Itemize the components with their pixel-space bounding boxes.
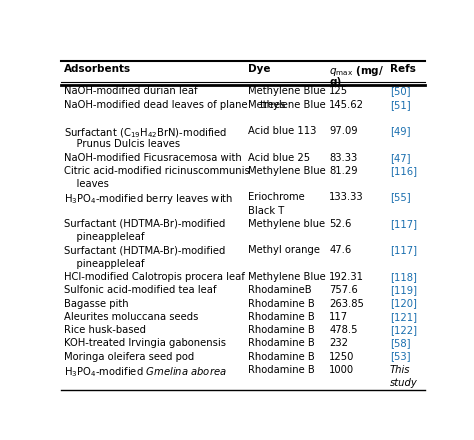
Text: 757.6: 757.6 — [329, 285, 358, 295]
Text: Surfactant (HDTMA-Br)-modified: Surfactant (HDTMA-Br)-modified — [64, 219, 225, 229]
Text: Rhodamine B: Rhodamine B — [248, 352, 315, 362]
Text: HCl-modified Calotropis procera leaf: HCl-modified Calotropis procera leaf — [64, 272, 245, 282]
Text: 47.6: 47.6 — [329, 246, 352, 256]
Text: Rhodamine B: Rhodamine B — [248, 338, 315, 348]
Text: 81.29: 81.29 — [329, 166, 358, 176]
Text: 133.33: 133.33 — [329, 192, 364, 202]
Text: Methylene Blue: Methylene Blue — [248, 100, 326, 110]
Text: 478.5: 478.5 — [329, 325, 358, 335]
Text: Acid blue 113: Acid blue 113 — [248, 126, 317, 136]
Text: 1000: 1000 — [329, 365, 355, 375]
Text: Rhodamine B: Rhodamine B — [248, 312, 315, 322]
Text: Black T: Black T — [248, 206, 285, 216]
Text: Methylene Blue: Methylene Blue — [248, 272, 326, 282]
Text: pineappleleaf: pineappleleaf — [64, 232, 144, 242]
Text: [116]: [116] — [390, 166, 417, 176]
Text: 1250: 1250 — [329, 352, 355, 362]
Text: [50]: [50] — [390, 87, 410, 96]
Text: Sulfonic acid-modified tea leaf: Sulfonic acid-modified tea leaf — [64, 285, 216, 295]
Text: [117]: [117] — [390, 219, 417, 229]
Text: 117: 117 — [329, 312, 348, 322]
Text: [122]: [122] — [390, 325, 417, 335]
Text: NaOH-modified dead leaves of plane    trees: NaOH-modified dead leaves of plane trees — [64, 100, 285, 110]
Text: [58]: [58] — [390, 338, 410, 348]
Text: RhodamineB: RhodamineB — [248, 285, 312, 295]
Text: This: This — [390, 365, 410, 375]
Text: [47]: [47] — [390, 153, 410, 163]
Text: Methylene Blue: Methylene Blue — [248, 87, 326, 96]
Text: Methyl orange: Methyl orange — [248, 246, 320, 256]
Text: [51]: [51] — [390, 100, 410, 110]
Text: [55]: [55] — [390, 192, 410, 202]
Text: leaves: leaves — [64, 179, 109, 189]
Text: 145.62: 145.62 — [329, 100, 364, 110]
Text: 125: 125 — [329, 87, 348, 96]
Text: Rice husk-based: Rice husk-based — [64, 325, 146, 335]
Text: H$_{3}$PO$_{4}$-modified berry leaves with: H$_{3}$PO$_{4}$-modified berry leaves wi… — [64, 192, 233, 206]
Text: 52.6: 52.6 — [329, 219, 352, 229]
Text: Methylene Blue: Methylene Blue — [248, 166, 326, 176]
Text: [120]: [120] — [390, 298, 417, 308]
Text: [118]: [118] — [390, 272, 417, 282]
Text: g): g) — [329, 77, 341, 87]
Text: Rhodamine B: Rhodamine B — [248, 325, 315, 335]
Text: Rhodamine B: Rhodamine B — [248, 298, 315, 308]
Text: 192.31: 192.31 — [329, 272, 364, 282]
Text: $q_{\mathrm{max}}$ (mg/: $q_{\mathrm{max}}$ (mg/ — [329, 64, 384, 78]
Text: Refs: Refs — [390, 64, 416, 74]
Text: Adsorbents: Adsorbents — [64, 64, 131, 74]
Text: 232: 232 — [329, 338, 348, 348]
Text: NaOH-modified Ficusracemosa with: NaOH-modified Ficusracemosa with — [64, 153, 241, 163]
Text: Eriochrome: Eriochrome — [248, 192, 305, 202]
Text: 83.33: 83.33 — [329, 153, 357, 163]
Text: 97.09: 97.09 — [329, 126, 358, 136]
Text: Acid blue 25: Acid blue 25 — [248, 153, 310, 163]
Text: [49]: [49] — [390, 126, 410, 136]
Text: Rhodamine B: Rhodamine B — [248, 365, 315, 375]
Text: [53]: [53] — [390, 352, 410, 362]
Text: [121]: [121] — [390, 312, 417, 322]
Text: study: study — [390, 378, 418, 388]
Text: H$_{3}$PO$_{4}$-modified $\mathit{Gmelina\ aborea}$: H$_{3}$PO$_{4}$-modified $\mathit{Gmelin… — [64, 365, 227, 378]
Text: Moringa oleifera seed pod: Moringa oleifera seed pod — [64, 352, 194, 362]
Text: [117]: [117] — [390, 246, 417, 256]
Text: Aleurites moluccana seeds: Aleurites moluccana seeds — [64, 312, 198, 322]
Text: KOH-treated Irvingia gabonensis: KOH-treated Irvingia gabonensis — [64, 338, 226, 348]
Text: Surfactant (C$_{19}$H$_{42}$BrN)-modified: Surfactant (C$_{19}$H$_{42}$BrN)-modifie… — [64, 126, 227, 140]
Text: Bagasse pith: Bagasse pith — [64, 298, 128, 308]
Text: Surfactant (HDTMA-Br)-modified: Surfactant (HDTMA-Br)-modified — [64, 246, 225, 256]
Text: 263.85: 263.85 — [329, 298, 364, 308]
Text: [119]: [119] — [390, 285, 417, 295]
Text: Prunus Dulcis leaves: Prunus Dulcis leaves — [64, 139, 180, 150]
Text: NaOH-modified durian leaf: NaOH-modified durian leaf — [64, 87, 197, 96]
Text: pineappleleaf: pineappleleaf — [64, 259, 144, 269]
Text: Citric acid-modified ricinuscommunis: Citric acid-modified ricinuscommunis — [64, 166, 249, 176]
Text: Methylene blue: Methylene blue — [248, 219, 326, 229]
Text: Dye: Dye — [248, 64, 271, 74]
